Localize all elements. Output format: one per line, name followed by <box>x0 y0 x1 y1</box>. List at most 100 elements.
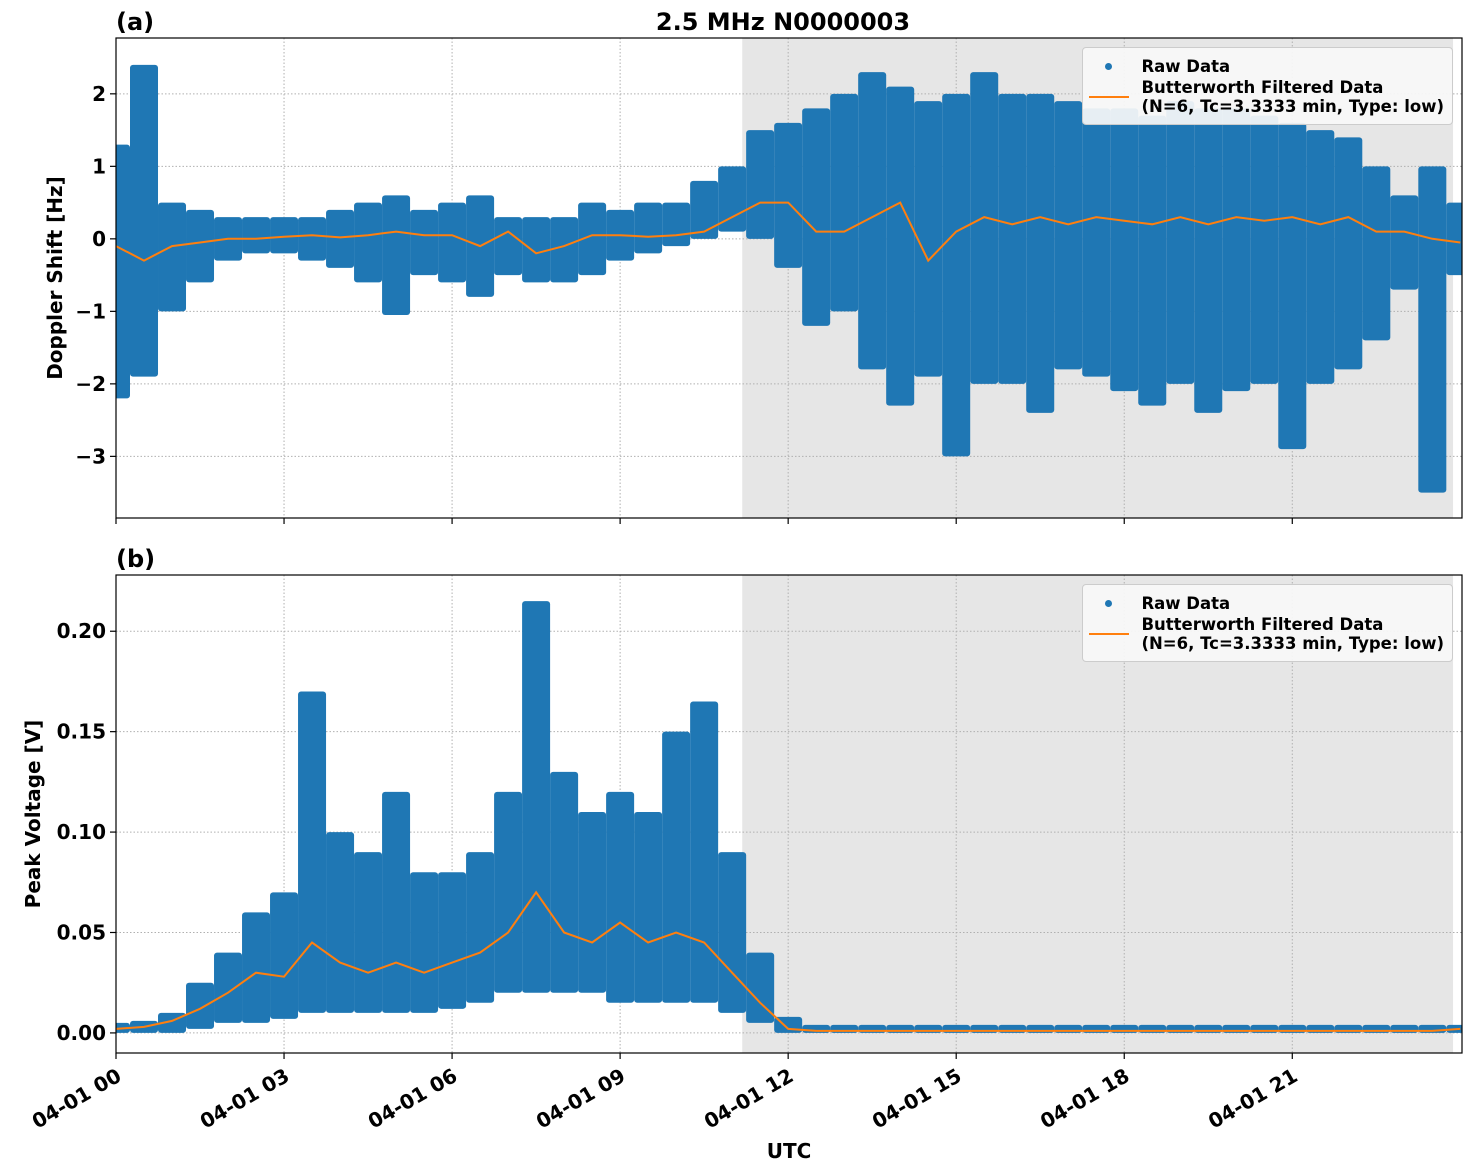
legend: Raw Data Butterworth Filtered Data (N=6, … <box>1082 584 1453 662</box>
raw-data-range <box>522 217 551 283</box>
raw-data-range <box>214 952 243 1023</box>
raw-data-range <box>298 691 327 1013</box>
raw-data-range <box>116 144 131 399</box>
legend: Raw Data Butterworth Filtered Data (N=6, … <box>1082 47 1453 125</box>
raw-data-range <box>662 731 691 1003</box>
raw-data-range <box>746 130 775 239</box>
raw-data-range <box>550 771 579 993</box>
raw-data-range <box>298 217 327 261</box>
raw-data-range <box>718 852 747 1013</box>
y-tick-label: 1 <box>92 154 106 178</box>
x-tick-label: 04-01 12 <box>700 1063 798 1133</box>
raw-data-range <box>1082 108 1111 377</box>
raw-data-range <box>746 952 775 1023</box>
raw-data-range <box>578 811 607 993</box>
raw-data-range <box>858 72 887 370</box>
raw-data-range <box>774 122 803 268</box>
raw-data-range <box>242 217 271 254</box>
raw-data-range <box>1390 195 1419 290</box>
raw-data-range <box>1138 115 1167 406</box>
raw-data-range <box>1054 101 1083 370</box>
raw-data-range <box>410 209 439 276</box>
legend-key <box>1089 87 1130 107</box>
raw-data-range <box>1306 130 1335 384</box>
legend-marker <box>1105 63 1113 70</box>
raw-data-range <box>494 217 523 276</box>
chart-title: 2.5 MHz N0000003 <box>656 8 910 36</box>
panel-label: (a) <box>116 8 154 36</box>
raw-data-range <box>158 202 187 312</box>
y-tick-label: 0.20 <box>57 619 106 643</box>
x-tick-label: 04-01 21 <box>1204 1063 1302 1133</box>
raw-data-range <box>270 892 299 1019</box>
raw-data-range <box>690 701 719 1003</box>
raw-data-range <box>830 93 859 312</box>
legend-label: Butterworth Filtered Data (N=6, Tc=3.333… <box>1141 78 1444 116</box>
y-tick-label: 0.10 <box>57 820 106 844</box>
raw-data-range <box>1362 166 1391 341</box>
raw-data-range <box>690 180 719 239</box>
raw-data-range <box>354 202 383 283</box>
x-tick-label: 04-01 09 <box>532 1063 630 1133</box>
raw-data-range <box>438 872 467 1009</box>
raw-data-range <box>550 217 579 283</box>
raw-data-range <box>1166 101 1195 384</box>
raw-data-range <box>1250 115 1279 384</box>
x-tick-label: 04-01 06 <box>364 1063 462 1133</box>
legend-key <box>1089 624 1130 644</box>
x-tick-label: 04-01 00 <box>28 1063 126 1133</box>
x-tick-label: 04-01 18 <box>1036 1063 1134 1133</box>
legend-entry: Butterworth Filtered Data (N=6, Tc=3.333… <box>1089 78 1444 116</box>
y-axis-label: Doppler Shift [Hz] <box>43 176 67 380</box>
legend-label: Raw Data <box>1141 56 1231 76</box>
raw-data-range <box>326 832 355 1013</box>
raw-data-range <box>1278 122 1307 450</box>
legend-marker <box>1089 96 1130 98</box>
legend-key <box>1089 56 1129 76</box>
legend-entry: Butterworth Filtered Data (N=6, Tc=3.333… <box>1089 615 1444 653</box>
y-tick-label: 0.05 <box>57 920 106 944</box>
filtered-line <box>116 890 1461 1032</box>
x-tick-label: 04-01 03 <box>196 1063 294 1133</box>
legend-entry: Raw Data <box>1089 593 1444 613</box>
raw-data-range <box>354 852 383 1013</box>
raw-data-range <box>578 202 607 276</box>
raw-data-range <box>1194 108 1223 413</box>
raw-data-range <box>718 166 747 232</box>
x-axis-label: UTC <box>767 1139 812 1163</box>
raw-data-range <box>942 93 971 457</box>
y-axis-label: Peak Voltage [V] <box>21 720 45 909</box>
raw-data-range <box>802 108 831 326</box>
raw-data-range <box>914 101 943 377</box>
axes-frame <box>115 574 1463 1054</box>
axes-frame <box>115 37 1463 519</box>
raw-data-range <box>886 86 915 406</box>
raw-data-range <box>970 72 999 384</box>
raw-data-range <box>606 791 635 1003</box>
raw-data-range <box>1222 108 1251 392</box>
x-tick-label: 04-01 15 <box>868 1063 966 1133</box>
raw-data-range <box>1418 166 1447 493</box>
raw-data-range <box>1334 137 1363 370</box>
y-tick-label: −3 <box>75 444 106 468</box>
raw-data-range <box>1026 93 1055 413</box>
y-tick-label: 0.00 <box>57 1021 106 1045</box>
raw-data-range <box>382 791 411 1013</box>
y-tick-label: 0.15 <box>57 720 106 744</box>
legend-label: Butterworth Filtered Data (N=6, Tc=3.333… <box>1141 615 1444 653</box>
panel-label: (b) <box>116 545 155 573</box>
filtered-line <box>116 201 1461 263</box>
raw-data-range <box>998 93 1027 384</box>
raw-data-range <box>242 912 271 1023</box>
raw-data-range <box>438 202 467 283</box>
raw-data-range <box>326 209 355 268</box>
raw-data-range <box>186 209 215 283</box>
y-tick-label: 2 <box>92 82 106 106</box>
raw-data-range <box>410 872 439 1013</box>
raw-data-range <box>466 852 495 1003</box>
raw-data-range <box>494 791 523 993</box>
raw-data-range <box>382 195 411 315</box>
y-tick-label: −1 <box>75 299 106 323</box>
legend-label: Raw Data <box>1141 593 1231 613</box>
